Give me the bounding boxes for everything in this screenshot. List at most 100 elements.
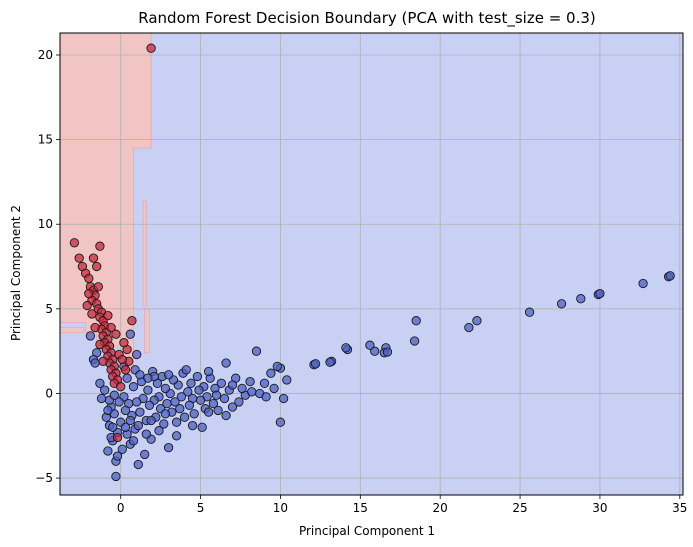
plot-frame <box>59 32 684 496</box>
class-a-point <box>135 370 145 380</box>
class-a-point <box>411 316 421 326</box>
x-tick-label: 15 <box>353 501 368 515</box>
class-a-point <box>175 404 185 414</box>
class-a-point <box>160 383 171 394</box>
class-a-point <box>85 331 96 341</box>
x-axis-label: Principal Component 1 <box>299 524 435 538</box>
class-a-point <box>100 385 110 395</box>
class-a-point <box>227 402 238 412</box>
class-a-point <box>162 398 172 409</box>
class-b-point <box>98 356 108 366</box>
y-tick-label: 20 <box>38 48 53 62</box>
x-tick-label: 25 <box>512 501 527 515</box>
class-a-point <box>132 397 142 407</box>
class-b-point <box>103 310 113 321</box>
y-axis-ticks: −5 0 5 10 15 20 <box>35 48 60 485</box>
chart-title: Random Forest Decision Boundary (PCA wit… <box>138 9 596 28</box>
class-b-point <box>95 339 105 350</box>
class-a-point <box>144 400 155 410</box>
class-a-point <box>133 459 143 470</box>
class-a-point <box>576 294 586 304</box>
class-a-point <box>186 378 196 388</box>
class-a-point <box>96 393 107 404</box>
class-b-point <box>127 316 137 326</box>
class-a-point <box>189 409 199 419</box>
class-b-point <box>87 309 97 319</box>
class-b-point <box>112 432 123 443</box>
class-a-point <box>208 398 219 409</box>
class-a-point <box>103 405 113 416</box>
class-a-point <box>195 395 206 405</box>
class-a-point <box>112 451 123 461</box>
class-a-point <box>203 366 214 377</box>
class-a-point <box>163 370 174 380</box>
class-b-point <box>93 282 103 292</box>
class-a-point <box>184 400 195 410</box>
class-b-point <box>95 241 105 251</box>
class-a-point <box>261 392 271 402</box>
x-tick-label: 5 <box>197 501 205 515</box>
class-a-point <box>128 382 139 392</box>
x-tick-label: 0 <box>117 501 125 515</box>
class-b-point <box>111 329 121 339</box>
class-a-point <box>132 349 142 360</box>
class-a-point <box>187 420 198 431</box>
y-tick-label: −5 <box>35 471 53 485</box>
class-a-point <box>108 422 118 432</box>
class-a-point <box>310 359 321 369</box>
class-b-point <box>146 43 156 53</box>
class-a-point <box>247 387 257 397</box>
class-a-point <box>282 375 292 385</box>
x-tick-label: 20 <box>433 501 448 515</box>
class-a-point <box>325 357 335 367</box>
class-b-point <box>88 253 99 263</box>
decision-regions <box>60 33 152 374</box>
class-b-point <box>92 261 102 272</box>
x-tick-label: 30 <box>592 501 607 515</box>
class-a-point <box>251 346 262 356</box>
class-b-point <box>84 273 94 284</box>
class-a-point <box>146 415 156 426</box>
class-a-point <box>143 385 153 395</box>
y-axis-label: Principal Component 2 <box>9 205 23 341</box>
class-a-point <box>133 420 143 431</box>
y-tick-label: 10 <box>38 217 53 231</box>
class-b-point <box>82 300 92 311</box>
class-a-point <box>95 378 105 388</box>
class-b-point <box>90 322 100 333</box>
y-tick-label: 15 <box>38 133 53 147</box>
class-a-point <box>556 299 567 309</box>
class-a-point <box>143 373 153 383</box>
class-a-point <box>216 378 226 388</box>
class-a-point <box>120 422 131 432</box>
class-a-point <box>266 368 276 378</box>
class-a-point <box>109 390 119 400</box>
plot-background <box>60 33 683 495</box>
class-a-point <box>181 365 191 375</box>
class-a-point <box>278 393 289 404</box>
class-b-region-3 <box>144 308 150 354</box>
class-a-point <box>176 392 187 402</box>
class-a-point <box>120 405 131 416</box>
class-a-point <box>183 387 193 397</box>
class-a-point <box>125 415 135 426</box>
class-a-point <box>272 361 282 372</box>
class-a-point <box>125 329 135 339</box>
class-b-point <box>116 382 126 392</box>
class-a-point <box>194 385 204 395</box>
class-a-point <box>163 442 174 453</box>
class-a-point <box>269 383 279 394</box>
class-b-point <box>84 288 94 299</box>
data-points <box>69 43 675 482</box>
class-a-point <box>203 407 214 417</box>
class-a-point <box>472 316 482 326</box>
class-a-point <box>211 390 222 400</box>
class-a-point <box>341 343 351 353</box>
class-b-region-2 <box>142 200 147 306</box>
class-a-point <box>122 373 132 383</box>
class-b-point <box>117 354 127 365</box>
class-b-point <box>120 365 131 375</box>
class-a-point <box>117 444 127 454</box>
y-tick-label: 5 <box>45 302 53 316</box>
